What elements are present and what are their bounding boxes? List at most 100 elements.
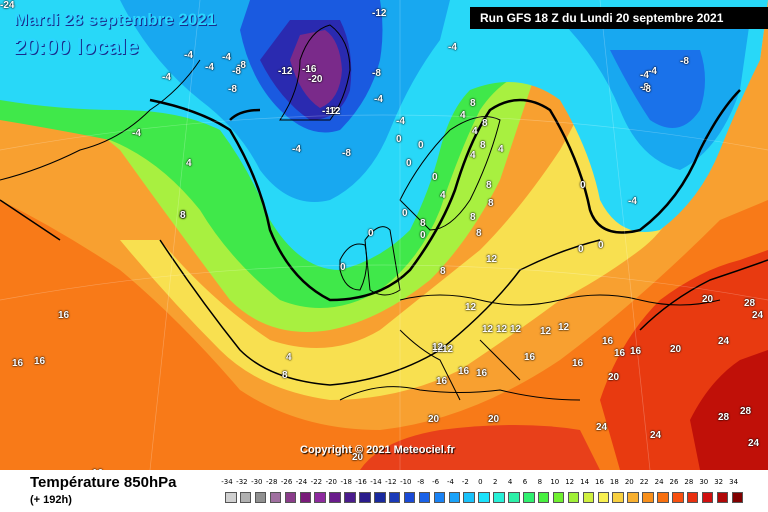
lead-time: (+ 192h) [30, 494, 72, 506]
isotherm-label: 4 [286, 352, 292, 363]
isotherm-label: 16 [436, 376, 448, 387]
legend-swatch [716, 492, 729, 503]
isotherm-label: 16 [614, 348, 626, 359]
legend-tick: 18 [609, 478, 619, 486]
legend-swatch [657, 492, 669, 503]
legend-swatch [523, 492, 535, 503]
isotherm-label: 20 [352, 452, 364, 463]
isotherm-label: -8 [642, 84, 651, 95]
legend-swatch [567, 492, 580, 503]
ireland-coast [339, 243, 368, 291]
isotherm-label: 16 [602, 336, 614, 347]
legend-tick: -18 [340, 478, 352, 486]
legend-swatch [239, 492, 252, 503]
temperature-map: -12-12-8-16-20-8-12-8-8-4-4-4-8-8-4-12-4… [0, 0, 768, 470]
legend-footer: Température 850hPa (+ 192h) -34 -32 -30 -28… [0, 470, 768, 512]
isotherm-label: -4 [222, 52, 231, 63]
isotherm-label: -12 [326, 106, 341, 117]
mediterranean-coast [339, 386, 581, 401]
legend-swatch [686, 492, 699, 503]
isotherm-label: 8 [420, 218, 426, 229]
isotherm-label: 8 [486, 180, 492, 191]
isotherm-label: 20 [670, 344, 682, 355]
copyright-notice: Copyright © 2021 Meteociel.fr [300, 444, 455, 456]
legend-tick: 12 [565, 478, 575, 486]
isotherm-label: 12 [482, 324, 494, 335]
legend-tick: -12 [385, 478, 397, 486]
isotherm-label: -4 [628, 196, 637, 207]
isotherm-label: 16 [572, 358, 584, 369]
legend-tick: 14 [580, 478, 590, 486]
legend-swatch [314, 492, 326, 503]
isotherm-label: 8 [180, 210, 186, 221]
isotherm-label: 12 [432, 342, 444, 353]
isotherm-label: 24 [650, 430, 662, 441]
twenty-isotherm [639, 259, 768, 331]
isotherm-label: 8 [480, 140, 486, 151]
graticule [0, 0, 768, 470]
legend-swatch [448, 492, 460, 503]
legend-tick: -22 [310, 478, 323, 486]
isotherm-label: 0 [598, 240, 604, 251]
legend-tick: 24 [654, 478, 664, 486]
isotherm-label: 12 [432, 344, 444, 355]
legend-swatch [627, 492, 639, 503]
isotherm-label: -4 [448, 42, 457, 53]
legend-swatch [284, 492, 297, 503]
north-america-coast [0, 59, 201, 181]
parallel-line [0, 114, 768, 151]
isotherm-label: -4 [640, 70, 649, 81]
legend-tick: 34 [729, 478, 739, 486]
isotherm-label: 28 [718, 412, 730, 423]
legend-tick: -16 [355, 478, 367, 486]
isotherm-label: 16 [458, 366, 470, 377]
legend-tick: -8 [417, 478, 425, 486]
legend-tick: -34 [221, 478, 233, 486]
legend-swatch [537, 492, 550, 503]
legend-swatch [225, 492, 237, 503]
isotherm-label: 4 [470, 150, 476, 161]
isotherm-label: 8 [482, 118, 488, 129]
legend-tick: -14 [370, 478, 382, 486]
isotherm-label: -12 [372, 8, 387, 19]
legend-tick: -4 [447, 478, 454, 486]
parallel-line [0, 264, 768, 301]
legend-swatch [299, 492, 311, 503]
blue-zone-east [610, 50, 705, 128]
isotherm-label: 0 [420, 230, 426, 241]
legend-tick: 6 [522, 478, 528, 486]
isotherm-label: 8 [488, 198, 494, 209]
hot-zone-core [690, 350, 768, 470]
legend-tick: 22 [639, 478, 649, 486]
legend-swatch [731, 492, 744, 503]
orange-zone [0, 200, 768, 470]
isotherm-label: -4 [205, 62, 214, 73]
isotherm-label: -24 [0, 0, 15, 11]
legend-swatch [642, 492, 654, 503]
legend-tick: 16 [595, 478, 604, 486]
isotherm-label: -16 [302, 64, 317, 75]
isotherm-label: 20 [488, 414, 500, 425]
legend-tick: -28 [265, 478, 278, 486]
legend-tick: 28 [684, 478, 694, 486]
isotherm-label: 12 [442, 344, 454, 355]
isotherm-label: -4 [132, 128, 141, 139]
britain-coast [364, 226, 401, 296]
greenland-coast [279, 24, 351, 121]
meridian-line [599, 0, 651, 470]
map-canvas [0, 0, 768, 470]
isotherm-label: -8 [237, 60, 246, 71]
legend-swatch [329, 492, 341, 503]
isotherm-label: -20 [308, 74, 323, 85]
legend-tick: 32 [714, 478, 724, 486]
legend-tick: -26 [280, 478, 293, 486]
legend-tick: -30 [251, 478, 263, 486]
isotherm-label: -4 [292, 144, 301, 155]
isotherm-label: 16 [476, 368, 488, 379]
legend-swatch [508, 492, 520, 503]
legend-tick: -20 [325, 478, 338, 486]
isotherm-label: 0 [432, 172, 438, 183]
zero-isotherm-part [229, 108, 261, 121]
legend-swatch [269, 492, 282, 503]
legend-tick: -32 [236, 478, 248, 486]
